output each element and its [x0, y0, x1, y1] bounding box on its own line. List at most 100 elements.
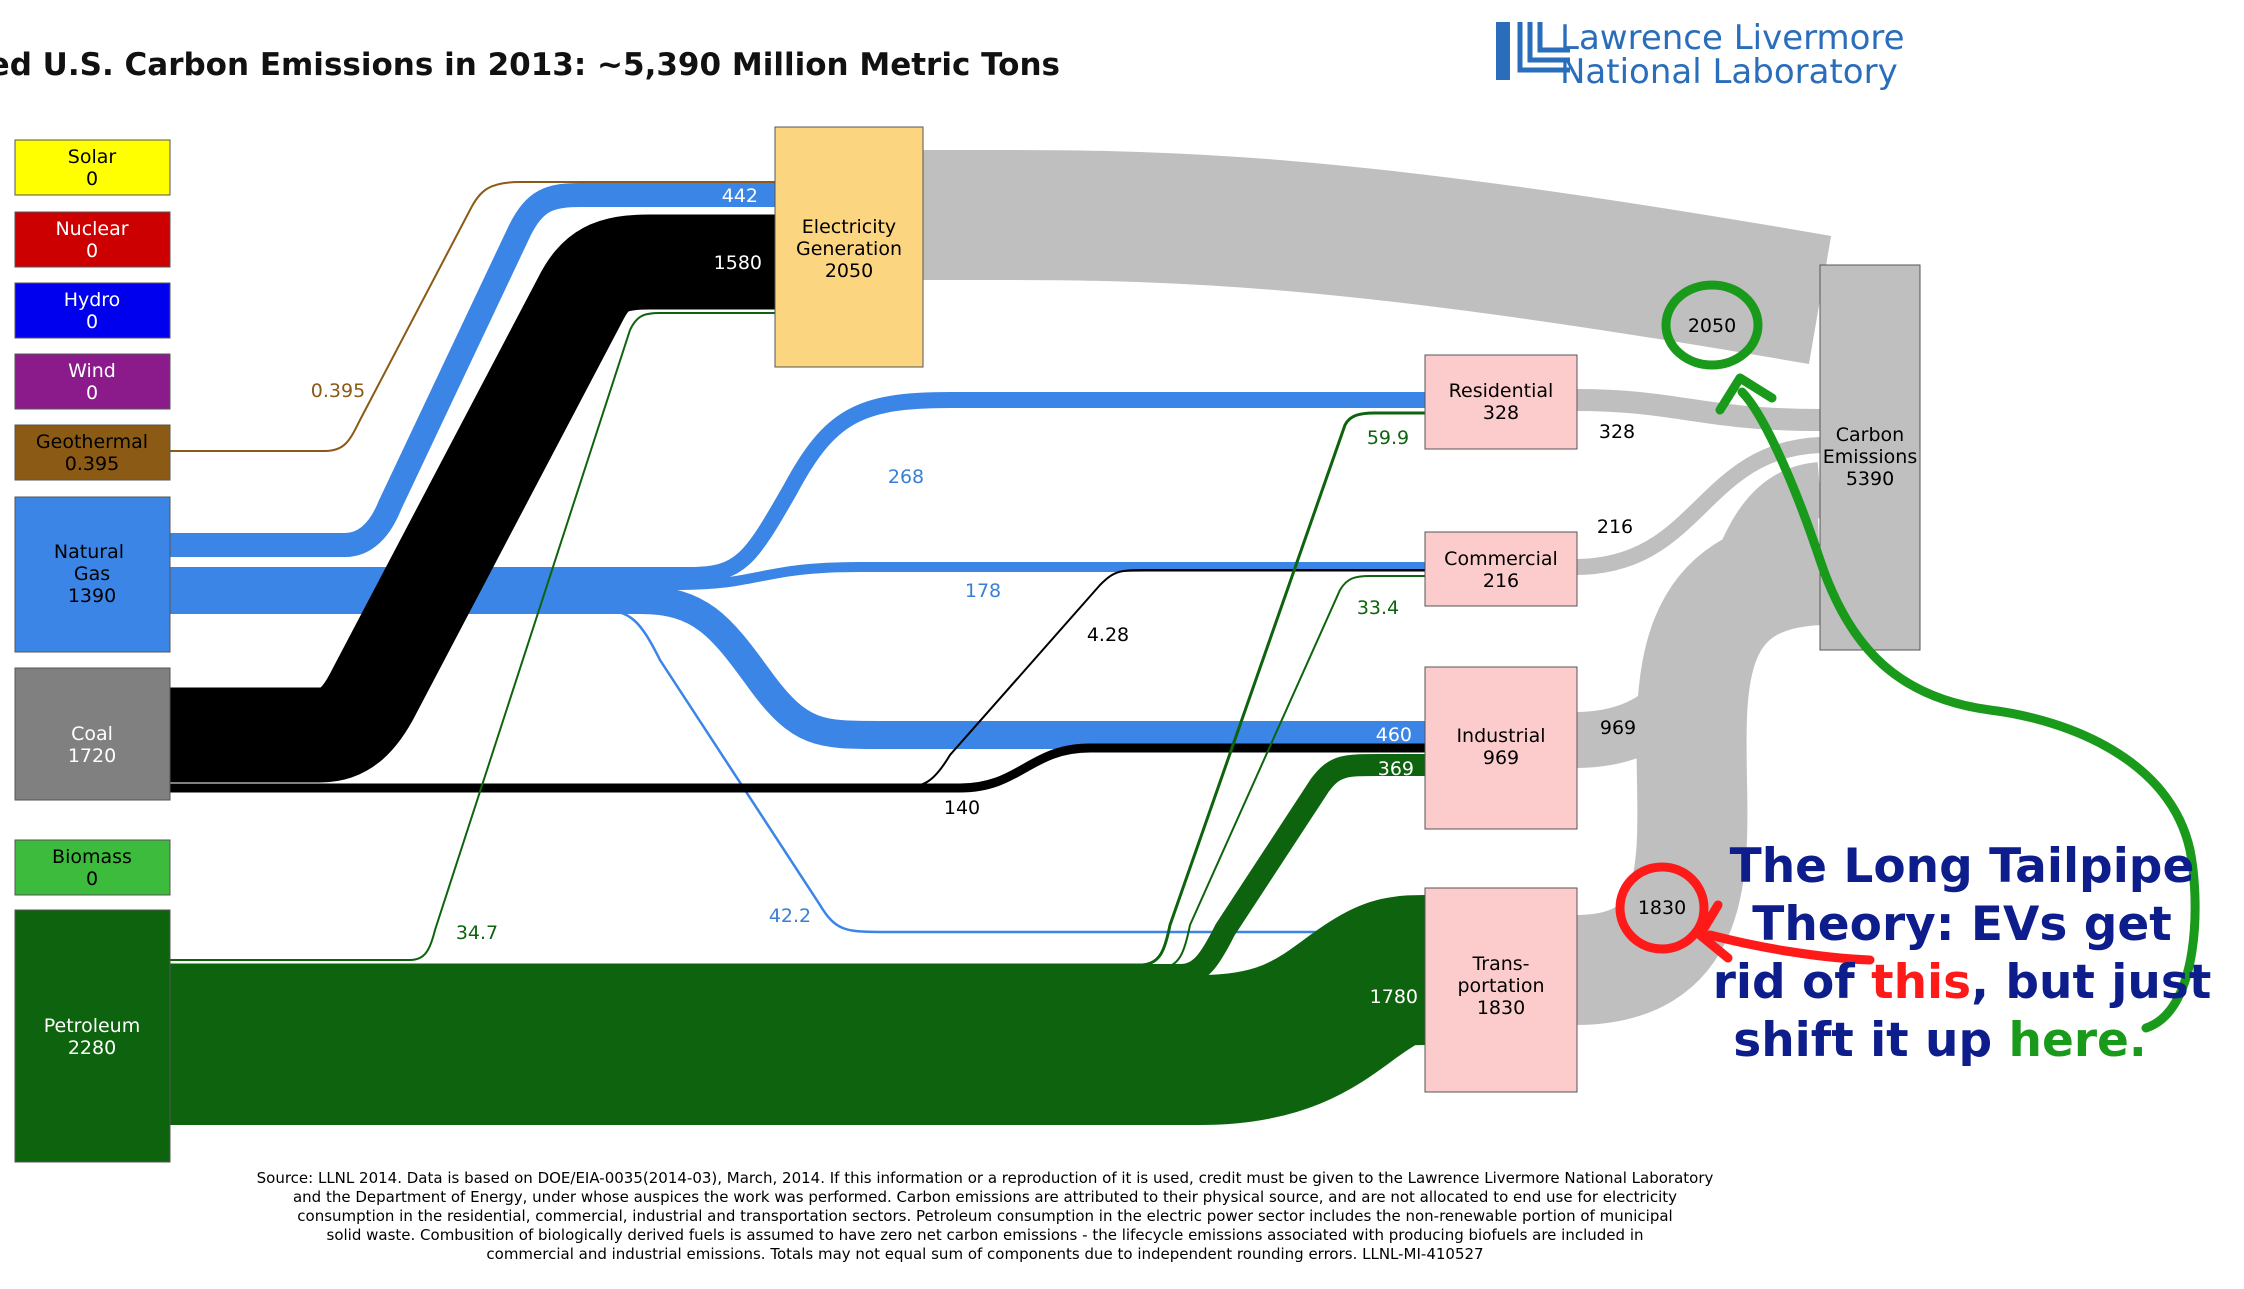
flow-label-pet-to-ind: 369 [1378, 758, 1414, 780]
annotation-line-3: rid of this, but just [1713, 955, 2212, 1010]
llnl-logo-mark [1496, 22, 1570, 80]
flow-label-coal-to-ind: 140 [944, 797, 980, 819]
flow-label-pet-to-res: 59.9 [1367, 427, 1409, 449]
footnote-line: solid waste. Combusition of biologically… [327, 1226, 1644, 1244]
source-node-solar: Solar 0 [14, 139, 171, 196]
sector-node-transportation: Trans- portation 1830 [1424, 887, 1578, 1093]
source-node-natural-gas: Natural Gas 1390 [14, 496, 171, 653]
source-value: 0 [86, 240, 98, 262]
source-name: Solar [68, 146, 117, 168]
source-value: 2280 [68, 1037, 116, 1059]
red-circle-mark [1615, 862, 1709, 954]
source-node-wind: Wind 0 [14, 353, 171, 410]
electricity-label-line-1: Electricity [802, 216, 896, 238]
source-node-hydro: Hydro 0 [14, 282, 171, 339]
red-arrow-mark [1705, 930, 1875, 965]
footnote-line: Source: LLNL 2014. Data is based on DOE/… [257, 1169, 1714, 1187]
green-circle-mark [1661, 280, 1763, 370]
flow-coal-to-electricity [170, 214, 775, 783]
source-name: Geothermal [36, 431, 148, 453]
emissions-label-line-1: Carbon [1836, 424, 1904, 446]
electricity-value: 2050 [825, 260, 873, 282]
sector-label: Industrial [1456, 725, 1545, 747]
flow-label-coal-to-com: 4.28 [1087, 624, 1129, 646]
source-footnote: Source: LLNL 2014. Data is based on DOE/… [257, 1169, 1714, 1263]
flow-label-ind-to-em: 969 [1600, 717, 1636, 739]
source-value: 0 [86, 382, 98, 404]
source-node-geothermal: Geothermal 0.395 [14, 424, 171, 481]
source-value: 0.395 [65, 453, 119, 475]
flow-coal-to-industrial [170, 743, 1425, 793]
source-value: 0 [86, 311, 98, 333]
flow-label-pet-to-com: 33.4 [1357, 597, 1399, 619]
source-node-biomass: Biomass 0 [14, 839, 171, 896]
sector-node-industrial: Industrial 969 [1424, 666, 1578, 830]
footnote-line: and the Department of Energy, under whos… [293, 1188, 1677, 1206]
annotation-text: The Long Tailpipe Theory: EVs get rid of… [1713, 839, 2212, 1068]
sector-value: 216 [1483, 570, 1519, 592]
sector-label-line-1: Trans- [1471, 953, 1529, 975]
source-node-petroleum: Petroleum 2280 [14, 909, 171, 1163]
electricity-generation-node: Electricity Generation 2050 [774, 126, 924, 368]
flow-residential-to-emissions [1574, 389, 1821, 431]
annotation-line-2: Theory: EVs get [1752, 897, 2171, 952]
sector-label: Residential [1449, 380, 1554, 402]
green-arrowhead-mark [1715, 373, 1777, 415]
flow-label-pet-to-elec: 34.7 [456, 922, 498, 944]
flow-label-res-to-em: 328 [1599, 421, 1635, 443]
flow-label-coal-to-elec: 1580 [714, 252, 762, 274]
source-name: Petroleum [44, 1015, 140, 1037]
source-name-line-1: Natural [54, 541, 124, 563]
flow-electricity-to-emissions [919, 149, 1832, 365]
annotation-line-4: shift it up here. [1733, 1013, 2146, 1068]
source-node-coal: Coal 1720 [14, 667, 171, 801]
flow-label-com-to-em: 216 [1597, 516, 1633, 538]
annotation-line-4-part-a: shift it up [1733, 1013, 2008, 1068]
flow-label-elec-to-em: 2050 [1688, 315, 1736, 337]
red-arrowhead-mark [1695, 900, 1733, 963]
source-name: Nuclear [55, 218, 128, 240]
annotation-line-3-part-c: , but just [1971, 955, 2211, 1010]
emissions-value: 5390 [1846, 468, 1894, 490]
flow-gas-to-industrial [170, 586, 1425, 749]
source-name: Coal [71, 723, 113, 745]
source-name: Biomass [52, 846, 132, 868]
annotation-line-3-part-a: rid of [1713, 955, 1871, 1010]
emissions-label-line-2: Emissions [1823, 446, 1917, 468]
flow-petroleum-to-residential [170, 411, 1425, 967]
sector-node-commercial: Commercial 216 [1424, 531, 1578, 607]
source-name: Wind [68, 360, 116, 382]
source-value: 1720 [68, 745, 116, 767]
flow-gas-to-electricity [170, 183, 775, 557]
flow-gas-to-residential [170, 392, 1425, 583]
green-arrow-mark [1737, 387, 2200, 1033]
flow-petroleum-to-industrial [170, 754, 1425, 986]
electricity-label-line-2: Generation [796, 238, 902, 260]
sector-label: Commercial [1444, 548, 1558, 570]
flow-geothermal-to-electricity [170, 181, 775, 452]
source-value: 0 [86, 868, 98, 890]
flow-label-gas-to-trans: 42.2 [769, 905, 811, 927]
sector-label-line-2: portation [1458, 975, 1545, 997]
flow-petroleum-to-electricity [170, 312, 775, 961]
source-name: Hydro [64, 289, 121, 311]
carbon-emissions-node: Carbon Emissions 5390 [1819, 264, 1921, 651]
flow-label-gas-to-res: 268 [888, 466, 924, 488]
source-value: 0 [86, 168, 98, 190]
sector-value: 1830 [1477, 997, 1525, 1019]
flow-gas-to-transportation [170, 608, 1425, 934]
llnl-logo: Lawrence Livermore National Laboratory [1496, 18, 1905, 92]
sector-node-residential: Residential 328 [1424, 354, 1578, 450]
logo-line-1: Lawrence Livermore [1560, 18, 1905, 58]
flow-label-gas-to-com: 178 [965, 580, 1001, 602]
source-node-nuclear: Nuclear 0 [14, 211, 171, 268]
sector-value: 969 [1483, 747, 1519, 769]
footnote-line: commercial and industrial emissions. Tot… [486, 1245, 1483, 1263]
flow-label-geo-to-elec: 0.395 [311, 380, 365, 402]
diagram-title: Estimated U.S. Carbon Emissions in 2013:… [0, 47, 1060, 83]
annotation-word-here: here. [2008, 1013, 2146, 1068]
sector-value: 328 [1483, 402, 1519, 424]
annotation-word-this: this [1871, 955, 1971, 1010]
